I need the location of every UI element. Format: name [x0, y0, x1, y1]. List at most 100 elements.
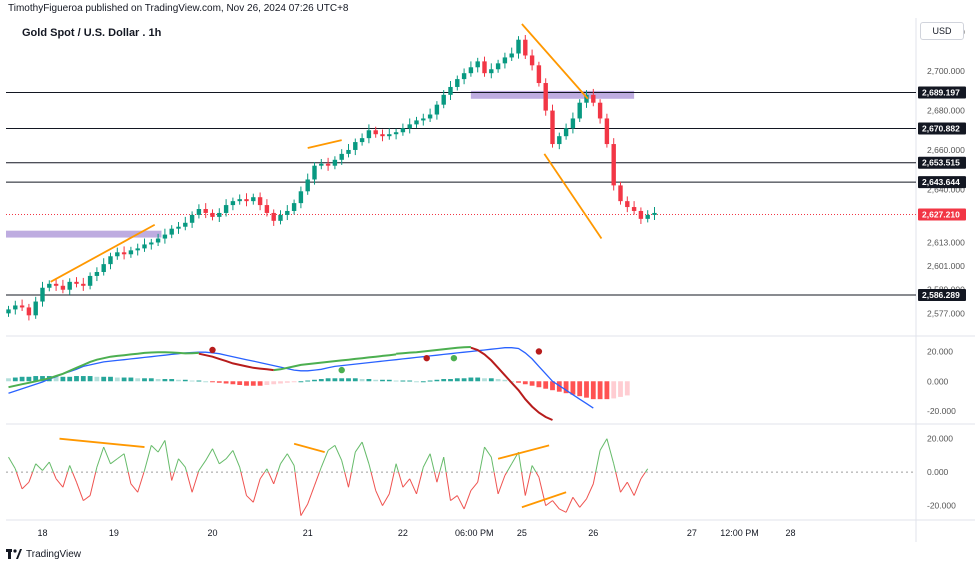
candle-body: [563, 128, 569, 137]
oscillator-segment: [521, 472, 526, 496]
time-tick-label: 21: [303, 528, 313, 538]
histogram-bar: [94, 376, 100, 382]
indicator-tick-label: 0.000: [927, 376, 949, 386]
oscillator-segment: [463, 490, 472, 510]
oscillator-segment: [197, 470, 200, 473]
oscillator-segment: [239, 467, 242, 473]
histogram-bar: [488, 378, 494, 382]
histogram-bar: [577, 381, 583, 397]
histogram-bar: [495, 379, 501, 382]
histogram-bar: [87, 376, 93, 382]
histogram-bar: [393, 380, 399, 382]
price-tick-label: 2,613.000: [927, 237, 965, 247]
histogram-bar: [230, 381, 236, 385]
oscillator-segment: [393, 463, 397, 473]
oscillator-segment: [264, 468, 268, 473]
candle-body: [611, 144, 616, 186]
histogram-bar: [101, 376, 107, 382]
divergence-line: [293, 442, 325, 453]
candle-body: [60, 285, 66, 290]
tradingview-logo-icon: [6, 549, 22, 559]
divergence-line: [497, 444, 550, 460]
oscillator-segment: [552, 500, 560, 510]
oscillator-segment: [506, 463, 513, 473]
candle-body: [625, 201, 630, 208]
oscillator-segment: [259, 471, 266, 480]
candle-body: [461, 73, 467, 80]
oscillator-segment: [280, 453, 288, 465]
oscillator-segment: [493, 472, 499, 494]
candle-body: [67, 281, 72, 290]
histogram-bar: [284, 381, 290, 383]
candle-body: [645, 214, 650, 219]
histogram-bar: [312, 379, 317, 382]
oscillator-segment: [348, 472, 352, 488]
histogram-bar: [475, 377, 481, 382]
histogram-bar: [400, 380, 406, 382]
oscillator-segment: [76, 482, 84, 501]
oscillator-segment: [48, 461, 54, 473]
candle-body: [298, 191, 304, 204]
histogram-bar: [148, 378, 154, 382]
candle-body: [155, 238, 161, 243]
oscillator-segment: [620, 481, 628, 493]
candle-body: [183, 222, 188, 227]
price-tick-label: 2,601.000: [927, 261, 965, 271]
oscillator-segment: [225, 450, 234, 460]
oscillator-segment: [334, 445, 343, 461]
histogram-bar: [339, 378, 345, 382]
price-tick-label: 2,680.000: [927, 106, 965, 116]
histogram-bar: [244, 381, 249, 386]
oscillator-segment: [470, 481, 479, 491]
candle-body: [529, 55, 535, 66]
candle-body: [81, 283, 86, 286]
histogram-bar: [529, 381, 535, 386]
oscillator-segment: [240, 472, 247, 496]
footer: TradingView: [6, 546, 81, 562]
oscillator-segment: [198, 460, 207, 471]
oscillator-segment: [586, 483, 594, 500]
oscillator-segment: [382, 493, 390, 506]
candle-body: [33, 301, 38, 316]
oscillator-segment: [398, 472, 404, 488]
oscillator-segment: [314, 471, 320, 486]
candle-body: [325, 163, 331, 166]
histogram-bar: [142, 378, 147, 382]
histogram-bar: [176, 379, 181, 382]
candle-body: [652, 212, 657, 215]
candle-body: [319, 163, 324, 166]
histogram-bar: [318, 379, 324, 382]
oscillator-segment: [592, 472, 597, 484]
level-price-tag: [918, 86, 966, 99]
cross-marker: [209, 346, 216, 354]
candle-body: [115, 252, 120, 257]
oscillator-segment: [615, 472, 621, 493]
currency-button[interactable]: USD: [920, 22, 964, 40]
level-price-tag: [918, 156, 966, 169]
oscillator-segment: [361, 441, 370, 464]
candle-body: [223, 205, 229, 213]
candle-body: [244, 199, 249, 202]
histogram-bar: [189, 380, 195, 382]
divergence-line: [521, 491, 567, 509]
oscillator-segment: [497, 475, 506, 495]
candle-body: [557, 136, 562, 145]
candle-body: [101, 264, 106, 273]
indicator-tick-label: -20.000: [927, 406, 956, 416]
histogram-bar: [407, 380, 413, 382]
histogram-bar: [53, 376, 59, 382]
candle-body: [604, 118, 610, 145]
oscillator-segment: [52, 471, 57, 480]
histogram-bar: [373, 379, 379, 382]
candle-body: [121, 252, 127, 255]
level-price-tag: [918, 289, 966, 302]
oscillator-segment: [375, 490, 383, 506]
time-tick-label: 26: [588, 528, 598, 538]
histogram-bar: [325, 378, 331, 382]
oscillator-segment: [484, 446, 492, 458]
oscillator-segment: [429, 453, 435, 473]
oscillator-segment: [212, 448, 220, 464]
candle-body: [427, 114, 433, 119]
candle-body: [475, 61, 480, 68]
